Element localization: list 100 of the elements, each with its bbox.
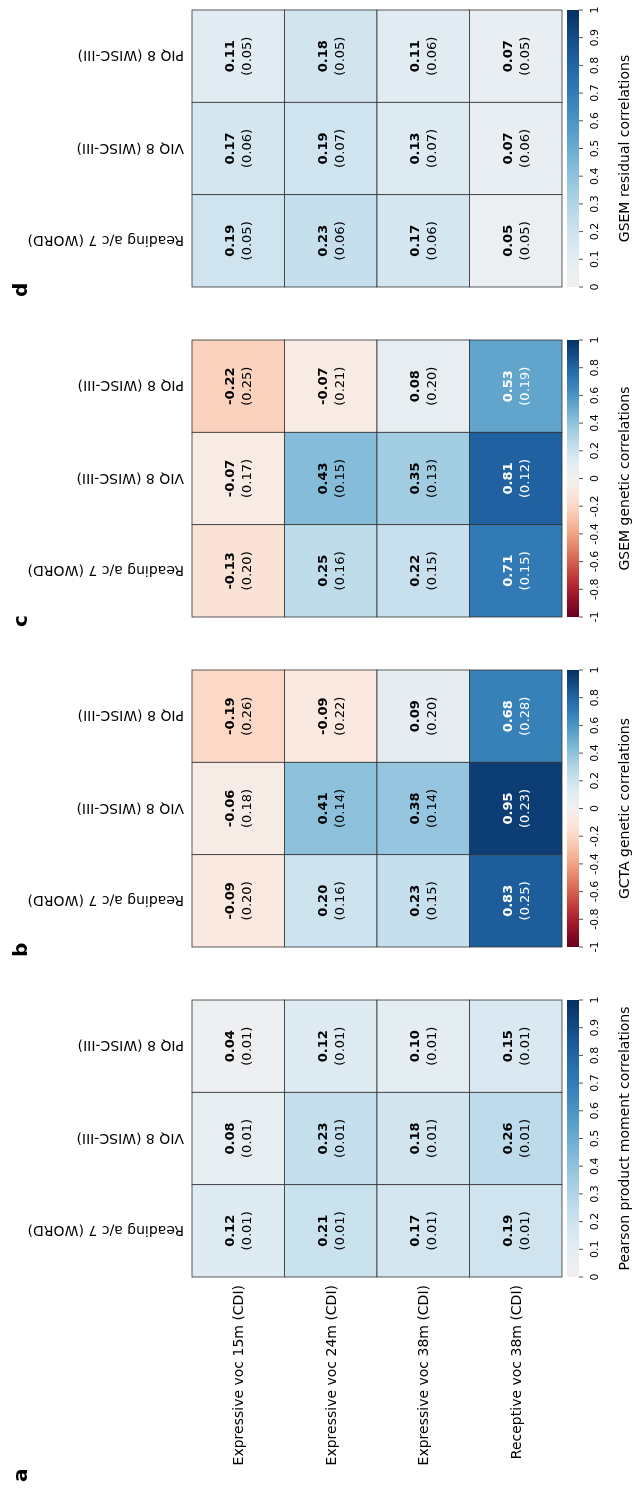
color-bar-label: 0.4	[588, 414, 601, 432]
data-label: -0.13 (0.20)	[222, 551, 255, 591]
data-label: 0.71 (0.15)	[499, 551, 532, 591]
data-label: 0.04 (0.01)	[222, 1026, 255, 1066]
color-bar-label: -0.6	[588, 880, 601, 903]
data-label: 0.81 (0.12)	[499, 458, 532, 499]
y-tick-label: PIQ 8 (WISC-III)	[77, 1038, 184, 1055]
y-tick-label: Reading a/c 7 (WORD)	[27, 1222, 184, 1239]
color-bar-label: 0.2	[588, 772, 601, 790]
data-label: -0.09 (0.20)	[222, 881, 255, 921]
data-label: 0.09 (0.20)	[407, 696, 440, 736]
color-bar-label: -1	[588, 611, 601, 623]
data-label: 0.12 (0.01)	[314, 1026, 347, 1066]
color-bar-label: 0.8	[588, 1046, 601, 1065]
text: c	[8, 615, 32, 627]
data-label: 0.05 (0.05)	[499, 221, 532, 261]
data-label: 0.41 (0.14)	[314, 788, 347, 829]
color-bar-title: Pearson product moment correlations	[616, 1006, 632, 1271]
data-label: 0.22 (0.15)	[407, 551, 440, 591]
data-label: 0.17 (0.06)	[222, 128, 255, 169]
data-label: 0.18 (0.05)	[314, 36, 347, 76]
x-tick-label: Expressive voc 15m (CDI)	[230, 1285, 247, 1466]
data-label: 0.23 (0.15)	[407, 881, 440, 921]
data-label: 0.35 (0.13)	[407, 458, 440, 499]
color-bar-label: 0.2	[588, 222, 601, 241]
color-bar-label: 0.7	[588, 1074, 601, 1092]
data-label: 0.26 (0.01)	[499, 1118, 532, 1159]
data-label: 0.83 (0.25)	[499, 881, 532, 921]
color-bar-label: 0.5	[588, 139, 601, 158]
data-label: 0.19 (0.05)	[222, 221, 255, 261]
data-label: 0.25 (0.16)	[314, 551, 347, 591]
data-label: -0.06 (0.18)	[222, 788, 255, 829]
color-bar-label: 0.4	[588, 1157, 601, 1175]
data-label: 0.12 (0.01)	[222, 1211, 255, 1251]
color-bar-label: 0.3	[588, 195, 601, 213]
color-bar-label: -0.8	[588, 908, 601, 931]
color-bar-label: 0	[588, 475, 601, 482]
y-tick-label: Reading a/c 7 (WORD)	[27, 562, 184, 579]
text: b	[8, 942, 32, 957]
data-label: -0.22 (0.25)	[222, 366, 255, 406]
data-label: -0.07 (0.17)	[222, 458, 255, 499]
data-label: 0.19 (0.07)	[314, 128, 347, 169]
data-label: 0.21 (0.01)	[314, 1211, 347, 1251]
color-bar-label: 0.8	[588, 56, 601, 75]
data-label: -0.19 (0.26)	[222, 696, 255, 736]
color-bar-title: GCTA genetic correlations	[616, 717, 632, 900]
color-bar-label: -0.4	[588, 853, 601, 875]
text: a	[8, 1468, 32, 1482]
color-bar-label: -0.8	[588, 578, 601, 601]
color-bar-label: 0.5	[588, 1129, 601, 1148]
color-bar-label: -0.6	[588, 550, 601, 573]
color-bar-label: 0	[588, 805, 601, 812]
y-tick-label: PIQ 8 (WISC-III)	[77, 378, 184, 395]
y-tick-label: VIQ 8 (WISC-III)	[76, 800, 184, 817]
data-label: 0.11 (0.05)	[222, 36, 255, 76]
data-label: 0.18 (0.01)	[407, 1118, 440, 1159]
color-bar-label: 0.8	[588, 688, 601, 707]
data-label: 0.08 (0.20)	[407, 366, 440, 406]
data-label: 0.07 (0.05)	[499, 36, 532, 76]
color-bar-label: 0.2	[588, 1212, 601, 1231]
color-bar-label: 1	[588, 996, 601, 1004]
color-bar-label: -0.2	[588, 495, 601, 517]
data-label: 0.43 (0.15)	[314, 458, 347, 499]
color-bar-title: GSEM residual correlations	[616, 54, 632, 243]
data-label: 0.08 (0.01)	[222, 1118, 255, 1159]
data-label: 0.07 (0.06)	[499, 128, 532, 169]
data-label: 0.53 (0.19)	[499, 366, 532, 406]
y-tick-label: VIQ 8 (WISC-III)	[76, 470, 184, 487]
x-tick-label: Expressive voc 24m (CDI)	[322, 1285, 339, 1466]
y-tick-label: PIQ 8 (WISC-III)	[77, 708, 184, 725]
color-bar-label: 0	[588, 283, 601, 291]
y-tick-label: VIQ 8 (WISC-III)	[76, 140, 184, 157]
data-label: 0.17 (0.06)	[407, 221, 440, 261]
color-bar-label: 0.4	[588, 744, 601, 762]
data-label: 0.13 (0.07)	[407, 128, 440, 169]
data-label: 0.17 (0.01)	[407, 1211, 440, 1251]
y-tick-label: PIQ 8 (WISC-III)	[77, 48, 184, 65]
color-bar-label: 1	[588, 6, 601, 14]
color-bar-label: 0.3	[588, 1185, 601, 1203]
data-label: -0.09 (0.22)	[314, 696, 347, 736]
data-label: 0.23 (0.06)	[314, 221, 347, 261]
color-bar-label: 0.9	[588, 28, 601, 47]
color-bar-label: 0.6	[588, 716, 601, 735]
color-bar-label: 1	[588, 336, 601, 344]
color-bar-label: 0.1	[588, 250, 601, 269]
color-bar-label: 0.1	[588, 1240, 601, 1259]
color-bar-label: 0	[588, 1273, 601, 1281]
y-tick-label: Reading a/c 7 (WORD)	[27, 892, 184, 909]
data-label: 0.15 (0.01)	[499, 1026, 532, 1066]
data-label: 0.20 (0.16)	[314, 881, 347, 921]
data-label: 0.95 (0.23)	[499, 788, 532, 829]
color-bar-label: 0.6	[588, 386, 601, 405]
color-bar-label: 1	[588, 666, 601, 674]
data-label: 0.23 (0.01)	[314, 1118, 347, 1159]
data-label: -0.07 (0.21)	[314, 366, 347, 406]
color-bar-label: 0.6	[588, 1102, 601, 1120]
color-bar-label: 0.4	[588, 167, 601, 185]
color-bar-label: 0.8	[588, 358, 601, 377]
color-bar-label: -0.4	[588, 523, 601, 545]
x-tick-label: Receptive voc 38m (CDI)	[507, 1285, 524, 1460]
